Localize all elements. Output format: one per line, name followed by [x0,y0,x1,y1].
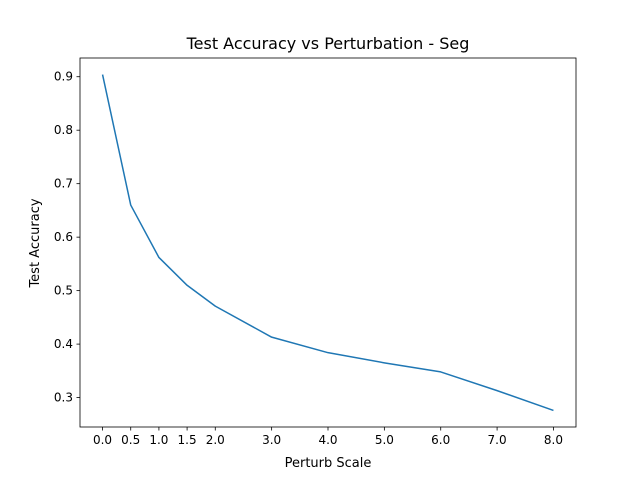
y-tick-label: 0.6 [54,230,73,244]
y-tick-label: 0.5 [54,284,73,298]
y-tick-label: 0.9 [54,70,73,84]
x-tick-label: 5.0 [375,433,394,447]
x-tick-label: 0.0 [93,433,112,447]
y-tick-label: 0.8 [54,123,73,137]
x-tick-label: 1.5 [178,433,197,447]
y-axis-label: Test Accuracy [28,198,43,288]
x-tick-label: 7.0 [488,433,507,447]
plot-area: 0.0 0.5 1.0 1.5 2.0 3.0 4.0 5.0 6.0 7.0 8.0 0.3 0.4 0… [54,57,577,447]
x-tick-label: 1.0 [149,433,168,447]
x-tick-label: 0.5 [121,433,140,447]
x-tick-label: 4.0 [318,433,337,447]
y-tick-label: 0.4 [54,337,73,351]
x-tick-label: 3.0 [262,433,281,447]
chart-title: Test Accuracy vs Perturbation - Seg [186,34,470,53]
y-tick-label: 0.3 [54,391,73,405]
x-axis-label: Perturb Scale [285,456,372,471]
x-tick-label: 6.0 [431,433,450,447]
y-tick-label: 0.7 [54,177,73,191]
series-line-0 [101,74,554,412]
x-tick-label: 8.0 [544,433,563,447]
x-tick-label: 2.0 [206,433,225,447]
